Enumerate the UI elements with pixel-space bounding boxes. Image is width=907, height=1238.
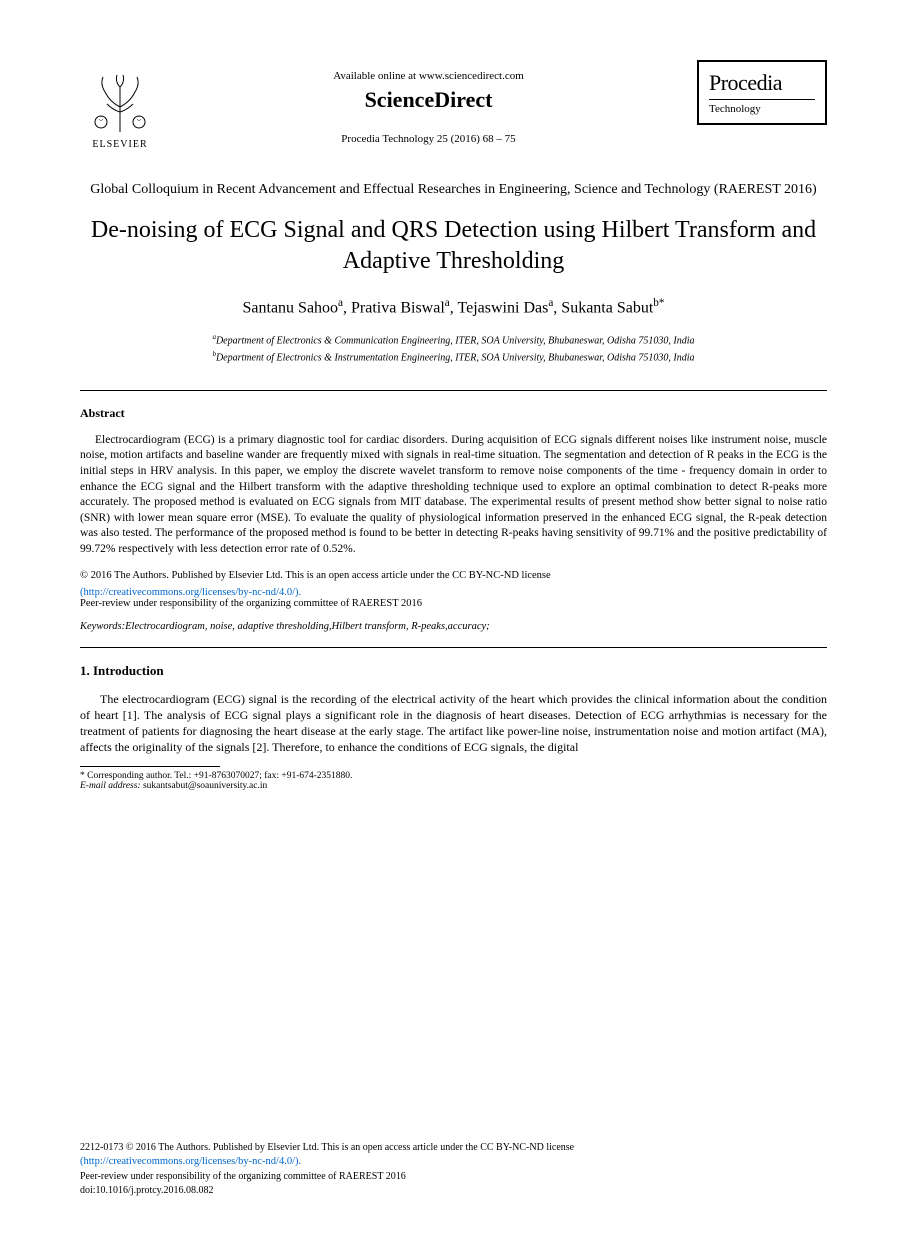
- procedia-logo: Procedia Technology: [697, 60, 827, 125]
- header-row: ELSEVIER Available online at www.science…: [80, 60, 827, 150]
- intro-heading: 1. Introduction: [80, 663, 827, 679]
- sciencedirect-text: ScienceDirect: [365, 87, 493, 112]
- elsevier-logo: ELSEVIER: [80, 60, 160, 150]
- intro-body: The electrocardiogram (ECG) signal is th…: [80, 691, 827, 756]
- abstract-body: Electrocardiogram (ECG) is a primary dia…: [80, 433, 827, 557]
- available-online-text: Available online at www.sciencedirect.co…: [160, 70, 697, 82]
- affiliation-b: Department of Electronics & Instrumentat…: [216, 352, 695, 363]
- author-4: , Sukanta Sabut: [553, 299, 653, 316]
- authors-list: Santanu Sahooa, Prativa Biswala, Tejaswi…: [80, 297, 827, 317]
- email-value: sukantsabut@soauniversity.ac.in: [141, 781, 268, 791]
- keywords-line: Keywords:Electrocardiogram, noise, adapt…: [80, 621, 827, 632]
- footer-license-link[interactable]: (http://creativecommons.org/licenses/by-…: [80, 1155, 827, 1170]
- keywords-text: Electrocardiogram, noise, adaptive thres…: [125, 621, 490, 632]
- corresponding-divider: [80, 766, 220, 767]
- center-header: Available online at www.sciencedirect.co…: [160, 60, 697, 145]
- page-footer: 2212-0173 © 2016 The Authors. Published …: [80, 1141, 827, 1198]
- paper-title: De-noising of ECG Signal and QRS Detecti…: [80, 215, 827, 277]
- footer-peer-review: Peer-review under responsibility of the …: [80, 1170, 827, 1184]
- footer-copyright: 2212-0173 © 2016 The Authors. Published …: [80, 1141, 827, 1155]
- author-1: Santanu Sahoo: [243, 299, 339, 316]
- procedia-main-text: Procedia: [709, 70, 815, 100]
- journal-citation: Procedia Technology 25 (2016) 68 – 75: [160, 133, 697, 145]
- peer-review-text: Peer-review under responsibility of the …: [80, 598, 827, 609]
- author-4-sup: b*: [653, 297, 664, 309]
- corresponding-email-line: E-mail address: sukantsabut@soauniversit…: [80, 781, 827, 791]
- divider-1: [80, 390, 827, 391]
- sciencedirect-logo: ScienceDirect: [160, 87, 697, 113]
- footer-doi: doi:10.1016/j.protcy.2016.08.082: [80, 1184, 827, 1198]
- license-link[interactable]: (http://creativecommons.org/licenses/by-…: [80, 587, 827, 598]
- procedia-sub-text: Technology: [709, 103, 815, 115]
- corresponding-author-line: * Corresponding author. Tel.: +91-876307…: [80, 771, 827, 781]
- author-3: , Tejaswini Das: [450, 299, 549, 316]
- divider-2: [80, 647, 827, 648]
- page-container: ELSEVIER Available online at www.science…: [0, 0, 907, 1238]
- elsevier-tree-icon: [85, 72, 155, 137]
- author-2: , Prativa Biswal: [343, 299, 445, 316]
- affiliation-a: Department of Electronics & Communicatio…: [216, 336, 695, 347]
- affiliations: aDepartment of Electronics & Communicati…: [80, 332, 827, 365]
- conference-name: Global Colloquium in Recent Advancement …: [80, 180, 827, 200]
- email-label: E-mail address:: [80, 781, 141, 791]
- elsevier-label: ELSEVIER: [92, 139, 147, 150]
- abstract-heading: Abstract: [80, 406, 827, 421]
- copyright-line: © 2016 The Authors. Published by Elsevie…: [80, 569, 827, 584]
- corresponding-author-block: * Corresponding author. Tel.: +91-876307…: [80, 766, 827, 791]
- keywords-label: Keywords:: [80, 621, 125, 632]
